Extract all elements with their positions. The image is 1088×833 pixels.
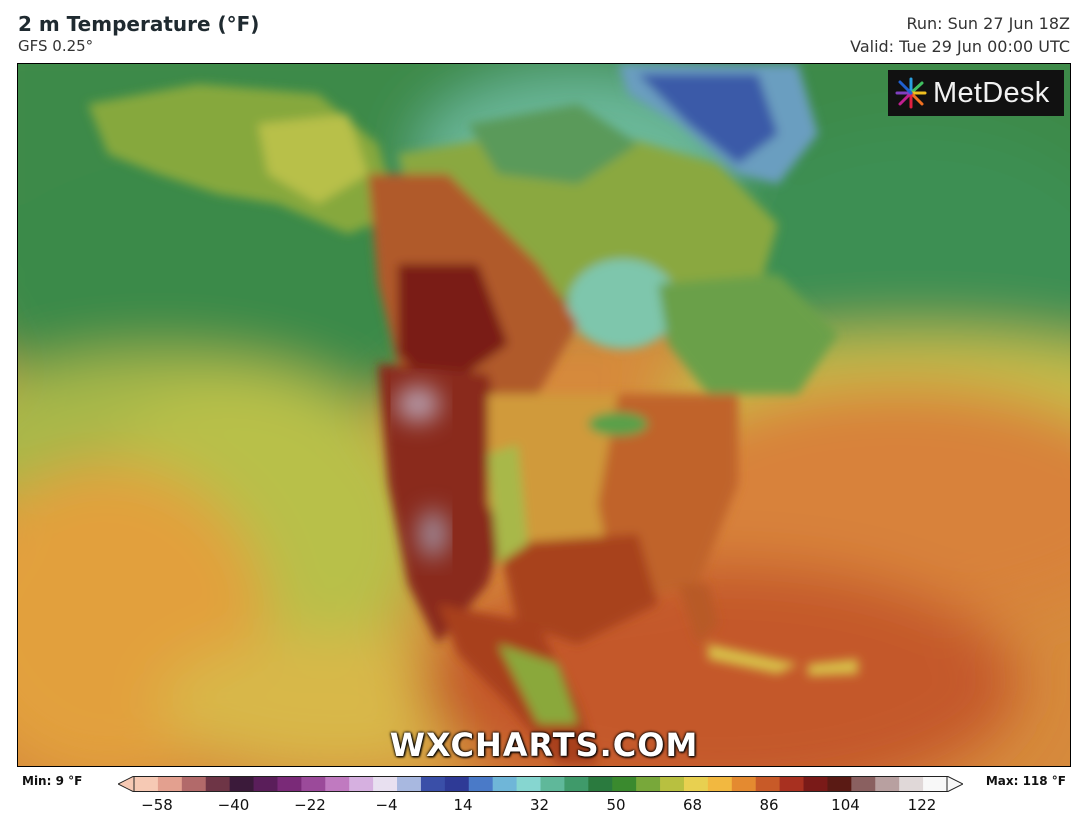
colorbar-cell: [157, 776, 183, 792]
colorbar-cell: [397, 776, 422, 792]
colorbar-cell: [612, 776, 637, 792]
colorbar-cell: [277, 776, 302, 792]
colorbar-cell: [181, 776, 207, 792]
colorbar-cell: [636, 776, 661, 792]
run-time: Run: Sun 27 Jun 18Z: [906, 14, 1070, 33]
colorbar-tick-label: −22: [294, 796, 326, 814]
colorbar-cell: [205, 776, 231, 792]
colorbar-max-arrow: [946, 776, 963, 792]
colorbar-cell: [134, 776, 159, 792]
colorbar-cell: [540, 776, 565, 792]
colorbar-cell: [444, 776, 470, 792]
chart-title: 2 m Temperature (°F): [18, 12, 260, 36]
metdesk-burst-icon: [895, 77, 927, 109]
metdesk-logo-text: MetDesk: [933, 76, 1050, 109]
colorbar-cell: [373, 776, 398, 792]
colorbar-cell: [229, 776, 255, 792]
colorbar-cell: [707, 776, 733, 792]
max-label: Max: 118 °F: [985, 774, 1066, 788]
colorbar-tick-label: 14: [453, 796, 473, 814]
colorbar-cell: [803, 776, 828, 792]
colorbar-cell: [683, 776, 709, 792]
model-label: GFS 0.25°: [18, 37, 94, 55]
colorbar-min-arrow: [118, 776, 135, 792]
colorbar-tick-label: −40: [217, 796, 250, 814]
colorbar-cell: [516, 776, 541, 792]
colorbar-tick-label: 86: [759, 796, 779, 814]
colorbar-tick-label: 32: [529, 796, 550, 814]
colorbar-cell: [253, 776, 278, 792]
colorbar-tick-label: −58: [141, 796, 173, 814]
colorbar-cell: [564, 776, 589, 792]
colorbar-cell: [827, 776, 852, 792]
colorbar-tick-label: 50: [606, 796, 626, 814]
colorbar-cell: [755, 776, 781, 792]
colorbar-cell: [851, 776, 876, 792]
wxcharts-watermark: WXCHARTS.COM: [389, 726, 699, 764]
colorbar-cell: [468, 776, 494, 792]
colorbar-cell: [588, 776, 613, 792]
colorbar-cell: [420, 776, 446, 792]
colorbar-tick-label: 68: [682, 796, 703, 814]
colorbar-cell: [923, 776, 948, 792]
colorbar-cell: [899, 776, 924, 792]
colorbar-cell: [660, 776, 685, 792]
colorbar-cell: [349, 776, 374, 792]
colorbar-cell: [492, 776, 518, 792]
colorbar-cell: [779, 776, 805, 792]
colorbar-ticks: −58 −40 −22 −4 14 32 50 68 86 104 122: [0, 796, 1088, 816]
colorbar-cell: [301, 776, 326, 792]
temperature-map[interactable]: MetDesk WXCHARTS.COM: [17, 63, 1071, 767]
colorbar-tick-label: −4: [375, 796, 398, 814]
colorbar-cell: [325, 776, 350, 792]
temperature-field: [18, 64, 1070, 766]
colorbar-cell: [731, 776, 757, 792]
colorbar-tick-label: 122: [907, 796, 937, 814]
colorbar-tick-label: 104: [831, 796, 860, 814]
min-label: Min: 9 °F: [22, 774, 83, 788]
metdesk-logo: MetDesk: [888, 70, 1064, 116]
colorbar: [118, 776, 963, 792]
valid-time: Valid: Tue 29 Jun 00:00 UTC: [850, 37, 1070, 56]
colorbar-cell: [875, 776, 900, 792]
colorbar-legend: Min: 9 °F Max: 118 °F −58 −40 −22 −4 14 32 50 6…: [0, 770, 1088, 833]
